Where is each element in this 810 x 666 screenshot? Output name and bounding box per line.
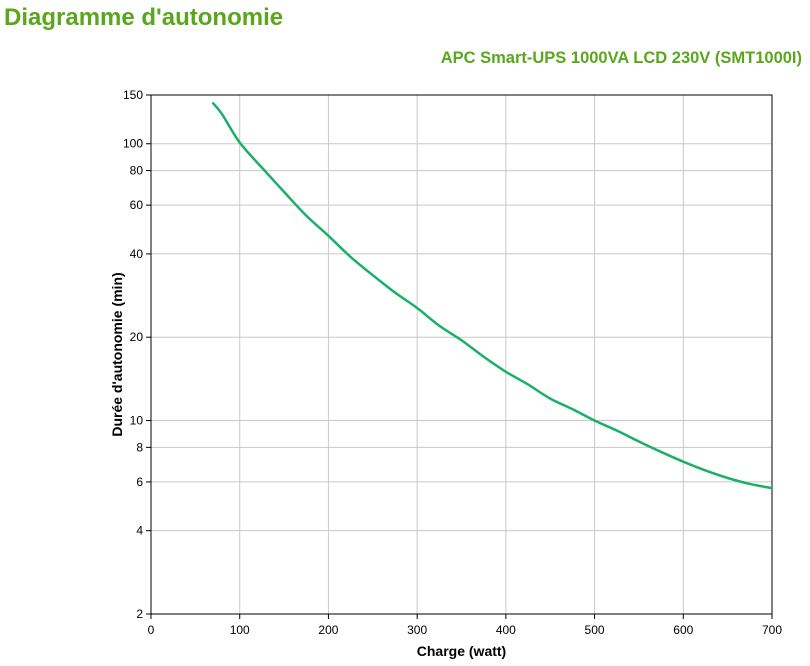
y-tick-label: 20	[130, 330, 144, 344]
y-tick-label: 8	[136, 440, 143, 454]
grid-lines	[151, 95, 772, 614]
y-tick-label: 6	[136, 475, 143, 489]
x-tick-label: 600	[673, 623, 693, 637]
y-tick-label: 10	[130, 414, 144, 428]
y-tick-label: 150	[123, 88, 143, 102]
x-axis-title: Charge (watt)	[417, 643, 506, 659]
x-tick-label: 400	[496, 623, 516, 637]
runtime-series-line	[211, 102, 774, 490]
x-tick-label: 700	[762, 623, 782, 637]
y-tick-label: 2	[136, 607, 143, 621]
y-tick-label: 4	[136, 524, 143, 538]
x-tick-label: 200	[318, 623, 338, 637]
series-layer	[211, 102, 774, 490]
chart-subtitle: APC Smart-UPS 1000VA LCD 230V (SMT1000I)	[440, 49, 802, 67]
page-title: Diagramme d'autonomie	[4, 4, 284, 31]
y-tick-label: 80	[130, 164, 144, 178]
y-tick-label: 60	[130, 198, 144, 212]
x-tick-label: 0	[148, 623, 155, 637]
y-axis-title: Durée d'autonomie (min)	[109, 272, 125, 436]
x-tick-label: 300	[407, 623, 427, 637]
x-tick-label: 500	[585, 623, 605, 637]
x-tick-label: 100	[230, 623, 250, 637]
plot-area-frame	[150, 94, 773, 615]
y-tick-label: 100	[123, 137, 143, 151]
axis-ticks: 0 100 200 300 400 500 600 700 2 4 6 8 10 20 40 60 80 100 1…	[123, 88, 782, 637]
y-tick-label: 40	[130, 247, 144, 261]
